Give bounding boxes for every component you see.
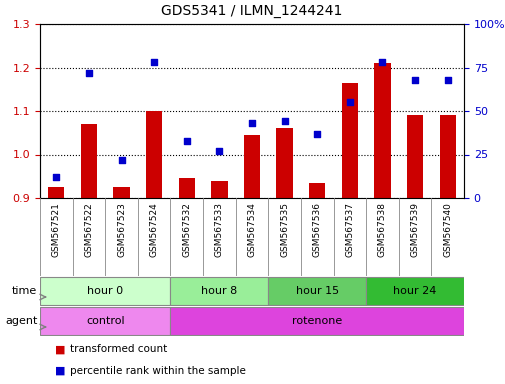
Text: GSM567523: GSM567523 xyxy=(117,202,126,257)
Text: control: control xyxy=(86,316,124,326)
Text: GSM567533: GSM567533 xyxy=(215,202,223,257)
FancyBboxPatch shape xyxy=(268,276,366,305)
Point xyxy=(345,99,353,105)
Point xyxy=(410,77,418,83)
Text: GSM567524: GSM567524 xyxy=(149,202,159,257)
Text: GSM567538: GSM567538 xyxy=(377,202,386,257)
Text: GSM567532: GSM567532 xyxy=(182,202,191,257)
Text: percentile rank within the sample: percentile rank within the sample xyxy=(70,366,246,376)
Bar xyxy=(146,111,162,198)
FancyBboxPatch shape xyxy=(40,306,170,335)
Bar xyxy=(211,180,227,198)
Text: GDS5341 / ILMN_1244241: GDS5341 / ILMN_1244241 xyxy=(161,4,342,18)
Bar xyxy=(243,135,260,198)
Text: hour 8: hour 8 xyxy=(201,286,237,296)
Text: GSM567534: GSM567534 xyxy=(247,202,256,257)
Text: GSM567537: GSM567537 xyxy=(345,202,354,257)
Text: hour 24: hour 24 xyxy=(392,286,436,296)
FancyBboxPatch shape xyxy=(366,276,463,305)
Bar xyxy=(48,187,64,198)
Text: GSM567535: GSM567535 xyxy=(280,202,288,257)
Point xyxy=(215,148,223,154)
Bar xyxy=(439,115,455,198)
FancyBboxPatch shape xyxy=(170,276,268,305)
Text: GSM567536: GSM567536 xyxy=(312,202,321,257)
Point xyxy=(150,59,158,65)
Text: GSM567522: GSM567522 xyxy=(84,202,93,257)
Point xyxy=(443,77,451,83)
Bar xyxy=(113,187,129,198)
Point xyxy=(280,118,288,124)
Point xyxy=(313,131,321,137)
Bar xyxy=(178,179,194,198)
Text: time: time xyxy=(12,286,37,296)
Bar xyxy=(341,83,358,198)
Text: agent: agent xyxy=(5,316,37,326)
Bar xyxy=(309,183,325,198)
Point xyxy=(52,174,60,180)
Point xyxy=(117,157,125,163)
Bar xyxy=(276,128,292,198)
Text: transformed count: transformed count xyxy=(70,344,167,354)
Text: rotenone: rotenone xyxy=(291,316,342,326)
Text: GSM567521: GSM567521 xyxy=(52,202,61,257)
Text: hour 0: hour 0 xyxy=(87,286,123,296)
Point xyxy=(182,137,190,144)
Bar xyxy=(81,124,97,198)
Bar xyxy=(406,115,422,198)
Point xyxy=(247,120,256,126)
Text: GSM567539: GSM567539 xyxy=(410,202,419,257)
FancyBboxPatch shape xyxy=(40,276,170,305)
Point xyxy=(85,70,93,76)
Point xyxy=(378,59,386,65)
FancyBboxPatch shape xyxy=(170,306,463,335)
Text: GSM567540: GSM567540 xyxy=(442,202,451,257)
Text: ■: ■ xyxy=(55,344,66,354)
Text: hour 15: hour 15 xyxy=(295,286,338,296)
Text: ■: ■ xyxy=(55,366,66,376)
Bar xyxy=(374,63,390,198)
